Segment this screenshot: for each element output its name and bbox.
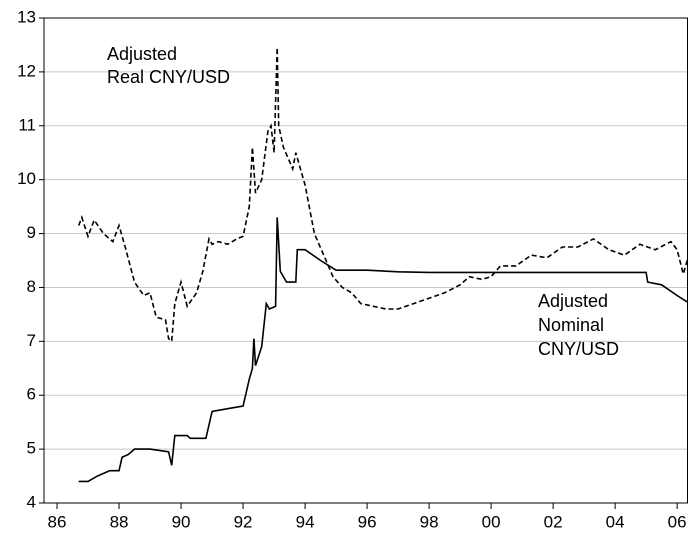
x-tick-label: 02 — [544, 512, 563, 531]
x-tick-label: 94 — [296, 512, 315, 531]
annotation: CNY/USD — [538, 339, 619, 359]
series-line — [77, 47, 688, 343]
x-tick-label: 86 — [48, 512, 67, 531]
x-tick-label: 88 — [110, 512, 129, 531]
annotation: Adjusted — [538, 291, 608, 311]
x-tick-label: 98 — [420, 512, 439, 531]
y-tick-label: 6 — [27, 385, 36, 404]
x-tick-label: 96 — [358, 512, 377, 531]
y-tick-label: 5 — [27, 439, 36, 458]
annotation: Real CNY/USD — [107, 67, 230, 87]
x-tick-label: 06 — [668, 512, 687, 531]
plot-frame — [43, 17, 688, 504]
series-line — [78, 217, 688, 483]
y-tick-label: 10 — [17, 169, 36, 188]
y-tick-label: 12 — [17, 61, 36, 80]
y-tick-label: 11 — [18, 115, 36, 134]
y-tick-label: 4 — [27, 492, 36, 511]
y-tick-label: 8 — [27, 277, 36, 296]
y-tick-label: 7 — [27, 331, 36, 350]
x-tick-label: 92 — [234, 512, 253, 531]
x-tick-label: 90 — [172, 512, 191, 531]
annotation: Adjusted — [107, 44, 177, 64]
x-tick-label: 04 — [606, 512, 625, 531]
y-tick-label: 13 — [17, 7, 36, 26]
annotation: Nominal — [538, 315, 604, 335]
y-tick-label: 9 — [27, 223, 36, 242]
plot: 4 5 6 7 8 9 10 11 12 13 86 88 90 92 94 96 98 00 02 04 06 — [17, 7, 688, 531]
x-tick-label: 00 — [482, 512, 501, 531]
